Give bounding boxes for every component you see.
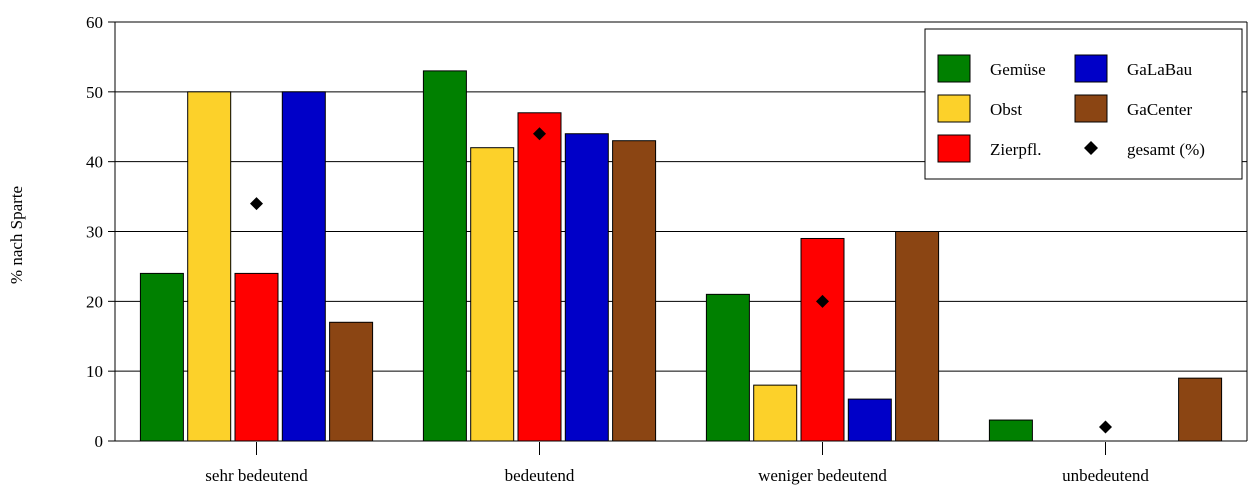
legend-label: Obst — [990, 100, 1022, 119]
legend-label: Zierpfl. — [990, 140, 1041, 159]
overall-markers — [250, 127, 1112, 434]
legend-swatch — [937, 134, 971, 163]
x-tick-label: bedeutend — [505, 466, 575, 485]
overall-marker-3 — [816, 294, 829, 308]
legend-swatch — [1074, 54, 1108, 83]
x-tick-label: weniger bedeutend — [758, 466, 887, 485]
bar-obst-1 — [187, 91, 232, 442]
overall-marker-1 — [250, 197, 263, 211]
bar-obst-2 — [470, 147, 515, 442]
legend-label: GaCenter — [1127, 100, 1192, 119]
bar-zierpfl-2 — [517, 112, 562, 442]
bar-gemüse-3 — [705, 293, 750, 442]
overall-marker-4 — [1099, 420, 1112, 434]
bar-obst-3 — [753, 384, 798, 442]
legend-swatch — [937, 94, 971, 123]
bar-gacenter-4 — [1178, 377, 1223, 442]
bars — [139, 70, 1223, 442]
bar-zierpfl-1 — [234, 272, 279, 442]
overall-marker-2 — [533, 127, 546, 141]
x-tick-label: unbedeutend — [1062, 466, 1149, 485]
bar-galabau-2 — [564, 133, 609, 442]
y-tick-label: 50 — [86, 83, 103, 102]
y-tick-label: 20 — [86, 292, 103, 311]
legend-label: gesamt (%) — [1127, 140, 1205, 159]
bar-gemüse-1 — [139, 272, 184, 442]
bar-gacenter-1 — [329, 321, 374, 442]
bar-galabau-3 — [847, 398, 892, 442]
legend-label: GaLaBau — [1127, 60, 1193, 79]
legend-swatch — [937, 54, 971, 83]
y-tick-label: 0 — [95, 432, 104, 451]
y-tick-label: 10 — [86, 362, 103, 381]
y-tick-label: 60 — [86, 13, 103, 32]
bar-zierpfl-3 — [800, 237, 845, 442]
legend-swatch — [1074, 94, 1108, 123]
x-tick-label: sehr bedeutend — [205, 466, 308, 485]
legend-label: Gemüse — [990, 60, 1046, 79]
axes: 0 10 20 30 40 50 60 sehr bedeutend bedeutend weni… — [86, 13, 1248, 485]
bar-gemüse-2 — [422, 70, 467, 442]
y-tick-label: 30 — [86, 223, 103, 242]
legend-swatch — [1084, 141, 1098, 155]
bar-gemüse-4 — [988, 419, 1033, 442]
bar-gacenter-2 — [612, 140, 657, 442]
bar-galabau-1 — [281, 91, 326, 442]
legend: Gemüse GaLaBau Obst GaCenter Zierpfl. gesamt … — [924, 28, 1243, 180]
bar-gacenter-3 — [895, 231, 940, 442]
y-axis-title: % nach Sparte — [7, 186, 26, 284]
y-tick-label: 40 — [86, 153, 103, 172]
